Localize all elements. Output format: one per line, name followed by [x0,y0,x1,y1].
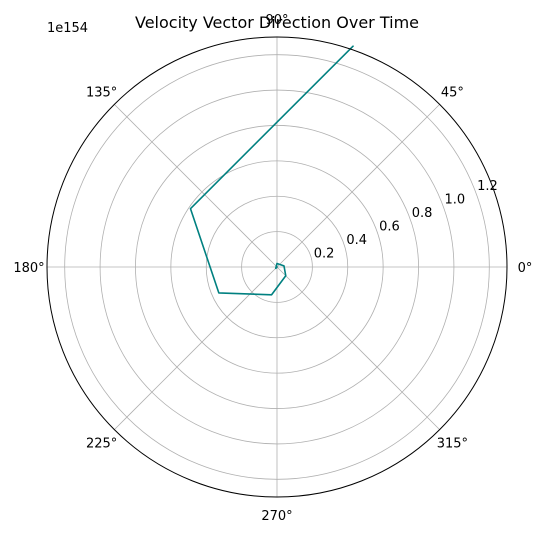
angular-grid-line [276,104,440,268]
angular-grid-line [276,266,440,430]
series-group [189,45,354,296]
radial-tick-label: 0.2 [314,246,335,261]
polar-frame [46,36,508,498]
angular-tick-label: 90° [265,13,288,28]
polar-outer-frame [46,36,508,498]
angular-tick-label: 0° [518,261,533,276]
radial-tick-label: 0.6 [379,219,400,234]
series-line [189,45,354,296]
radial-tick-label: 1.0 [444,192,465,207]
radial-tick-label: 1.2 [477,179,498,194]
radial-offset-label: 1e154 [47,21,88,36]
angular-tick-label: 225° [86,436,117,451]
radial-tick-label: 0.8 [412,206,433,221]
angular-grid-line [114,266,278,430]
angular-tick-label: 45° [441,86,464,101]
angular-grid-line [114,104,278,268]
angular-tick-label: 315° [437,436,468,451]
angular-tick-label: 180° [13,261,44,276]
polar-grid [47,37,507,497]
tick-labels: 0° 45° 90° 135° 180° 225° 270° 315° 0.2 0.4 0.6 0.8… [13,13,532,524]
radial-tick-label: 0.4 [346,233,367,248]
chart-title: Velocity Vector Direction Over Time [135,13,419,32]
angular-tick-label: 135° [86,86,117,101]
angular-tick-label: 270° [261,509,292,524]
